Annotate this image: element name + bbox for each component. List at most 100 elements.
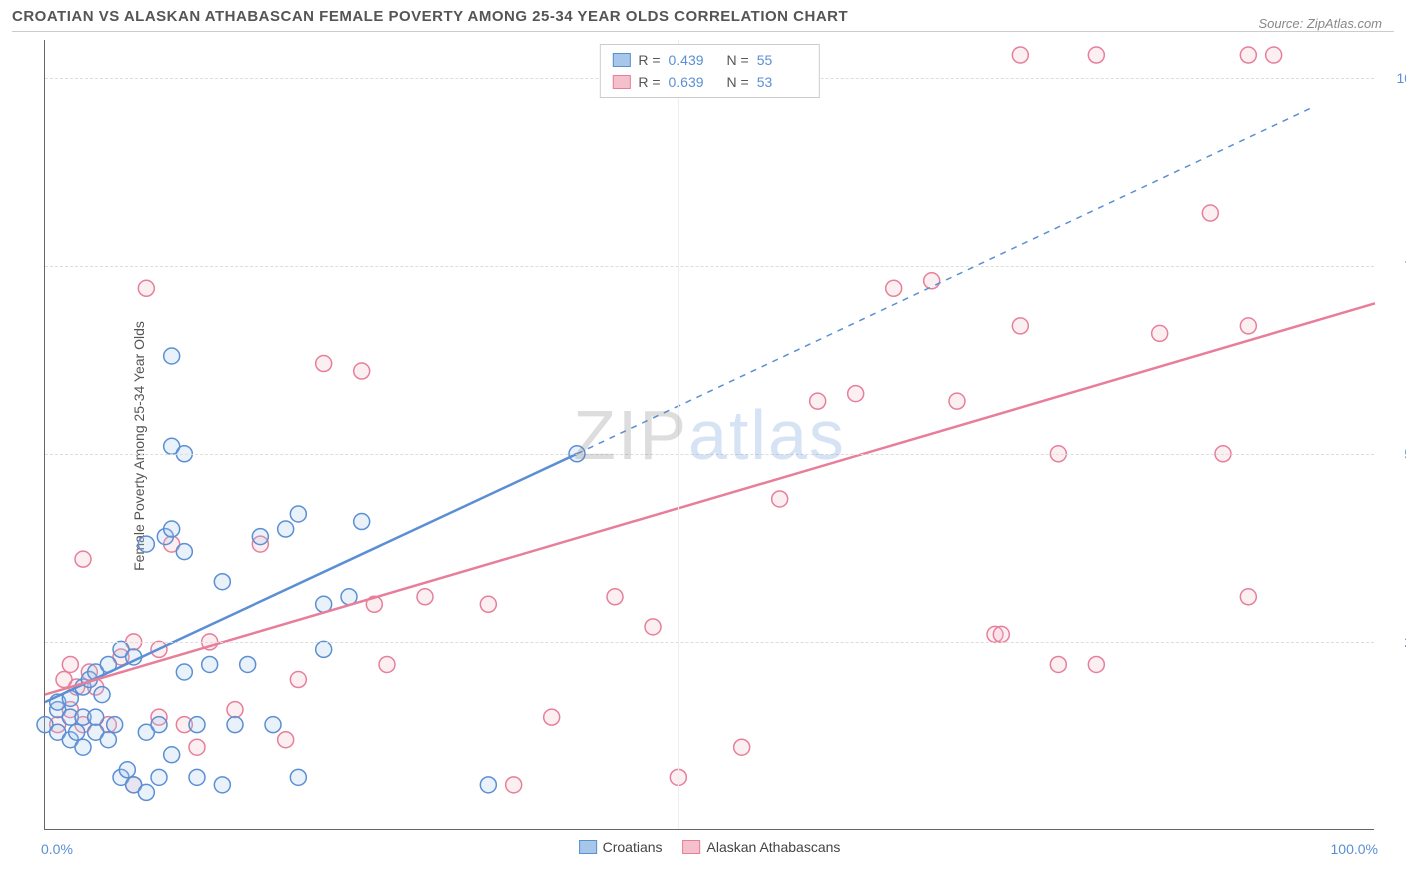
legend-item-croatians: Croatians	[579, 839, 663, 855]
scatter-point	[252, 529, 268, 545]
scatter-point	[107, 717, 123, 733]
scatter-point	[119, 762, 135, 778]
scatter-point	[734, 739, 750, 755]
scatter-point	[189, 769, 205, 785]
scatter-point	[290, 769, 306, 785]
scatter-point	[506, 777, 522, 793]
scatter-point	[265, 717, 281, 733]
scatter-point	[62, 656, 78, 672]
swatch-croatians	[612, 53, 630, 67]
scatter-point	[88, 709, 104, 725]
scatter-point	[202, 656, 218, 672]
scatter-point	[176, 544, 192, 560]
scatter-point	[176, 664, 192, 680]
y-tick-label: 50.0%	[1384, 446, 1406, 462]
scatter-point	[1240, 47, 1256, 63]
scatter-point	[480, 596, 496, 612]
source-label: Source: ZipAtlas.com	[1258, 16, 1382, 31]
scatter-point	[278, 521, 294, 537]
scatter-point	[772, 491, 788, 507]
scatter-point	[75, 739, 91, 755]
scatter-point	[417, 589, 433, 605]
scatter-point	[164, 348, 180, 364]
scatter-point	[1266, 47, 1282, 63]
trend-line-solid	[45, 303, 1375, 694]
n-value-croatians: 55	[757, 52, 807, 68]
scatter-point	[1088, 47, 1104, 63]
scatter-point	[94, 687, 110, 703]
n-value-athabascans: 53	[757, 74, 807, 90]
r-value-athabascans: 0.639	[669, 74, 719, 90]
scatter-point	[354, 514, 370, 530]
y-tick-label: 100.0%	[1384, 70, 1406, 86]
n-label: N =	[727, 74, 749, 90]
gridline-h	[45, 454, 1374, 455]
swatch-croatians-bottom	[579, 840, 597, 854]
scatter-point	[214, 777, 230, 793]
scatter-point	[164, 521, 180, 537]
scatter-point	[924, 273, 940, 289]
gridline-h	[45, 266, 1374, 267]
scatter-point	[1050, 656, 1066, 672]
legend-label-athabascans: Alaskan Athabascans	[707, 839, 841, 855]
trend-line-solid	[45, 454, 577, 702]
scatter-point	[1012, 47, 1028, 63]
series-legend: Croatians Alaskan Athabascans	[579, 839, 841, 855]
scatter-point	[290, 672, 306, 688]
scatter-point	[227, 702, 243, 718]
scatter-point	[240, 656, 256, 672]
scatter-point	[1152, 325, 1168, 341]
scatter-point	[138, 784, 154, 800]
gridline-h	[45, 642, 1374, 643]
scatter-point	[189, 739, 205, 755]
correlation-legend: R = 0.439 N = 55 R = 0.639 N = 53	[599, 44, 819, 98]
r-value-croatians: 0.439	[669, 52, 719, 68]
swatch-athabascans-bottom	[683, 840, 701, 854]
scatter-point	[164, 747, 180, 763]
scatter-point	[993, 626, 1009, 642]
scatter-point	[480, 777, 496, 793]
scatter-point	[645, 619, 661, 635]
scatter-point	[1240, 589, 1256, 605]
scatter-point	[379, 656, 395, 672]
scatter-point	[1088, 656, 1104, 672]
scatter-point	[138, 280, 154, 296]
r-label: R =	[638, 74, 660, 90]
scatter-point	[151, 717, 167, 733]
plot-area: R = 0.439 N = 55 R = 0.639 N = 53 ZIPatl…	[44, 40, 1374, 830]
y-tick-label: 75.0%	[1384, 258, 1406, 274]
scatter-point	[316, 641, 332, 657]
scatter-point	[949, 393, 965, 409]
scatter-point	[607, 589, 623, 605]
chart-svg	[45, 40, 1374, 829]
scatter-point	[1202, 205, 1218, 221]
scatter-point	[69, 724, 85, 740]
scatter-point	[75, 551, 91, 567]
x-tick-max: 100.0%	[1331, 841, 1378, 857]
scatter-point	[316, 356, 332, 372]
scatter-point	[290, 506, 306, 522]
y-tick-label: 25.0%	[1384, 634, 1406, 650]
scatter-point	[189, 717, 205, 733]
swatch-athabascans	[612, 75, 630, 89]
scatter-point	[544, 709, 560, 725]
scatter-point	[1240, 318, 1256, 334]
scatter-point	[151, 769, 167, 785]
trend-line-dashed	[577, 108, 1312, 454]
chart-title: CROATIAN VS ALASKAN ATHABASCAN FEMALE PO…	[12, 8, 848, 25]
scatter-point	[848, 386, 864, 402]
scatter-point	[810, 393, 826, 409]
scatter-point	[214, 574, 230, 590]
gridline-v	[678, 40, 679, 829]
n-label: N =	[727, 52, 749, 68]
legend-row-croatians: R = 0.439 N = 55	[612, 49, 806, 71]
scatter-point	[886, 280, 902, 296]
legend-row-athabascans: R = 0.639 N = 53	[612, 71, 806, 93]
scatter-point	[100, 732, 116, 748]
scatter-point	[138, 536, 154, 552]
scatter-point	[1012, 318, 1028, 334]
x-tick-min: 0.0%	[41, 841, 73, 857]
scatter-point	[227, 717, 243, 733]
scatter-point	[354, 363, 370, 379]
legend-item-athabascans: Alaskan Athabascans	[683, 839, 841, 855]
